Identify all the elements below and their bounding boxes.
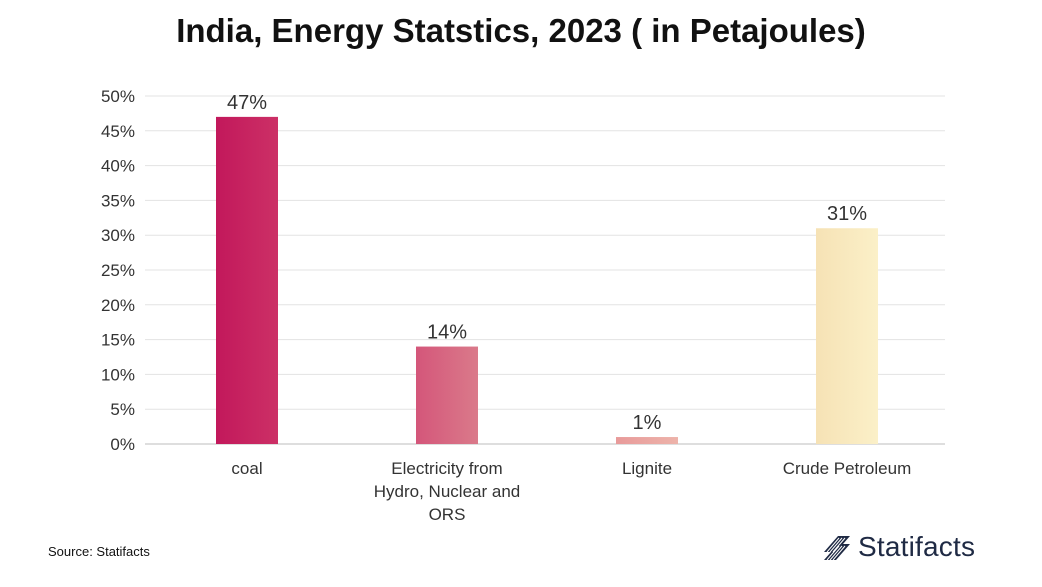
y-tick-label: 40% — [101, 157, 135, 176]
brand-name: Statifacts — [858, 531, 976, 562]
y-tick-label: 25% — [101, 261, 135, 280]
x-tick-label: Hydro, Nuclear and — [374, 482, 520, 501]
y-tick-label: 30% — [101, 226, 135, 245]
data-label: 1% — [633, 412, 662, 434]
bar — [616, 437, 678, 444]
brand-logo: Statifacts — [822, 529, 975, 565]
y-tick-label: 20% — [101, 296, 135, 315]
y-tick-label: 5% — [110, 400, 135, 419]
y-tick-label: 0% — [110, 435, 135, 454]
statifacts-logo-icon — [822, 532, 852, 562]
bar — [816, 228, 878, 444]
x-tick-label: ORS — [429, 505, 466, 524]
x-tick-label: Lignite — [622, 459, 672, 478]
y-tick-label: 35% — [101, 191, 135, 210]
x-tick-label: Crude Petroleum — [783, 459, 912, 478]
chart-title: India, Energy Statstics, 2023 ( in Petaj… — [176, 12, 866, 49]
data-label: 31% — [827, 203, 867, 225]
y-tick-label: 15% — [101, 331, 135, 350]
source-note: Source: Statifacts — [48, 544, 150, 559]
y-tick-label: 45% — [101, 122, 135, 141]
x-tick-label: coal — [231, 459, 262, 478]
bar — [416, 346, 478, 444]
y-tick-label: 10% — [101, 365, 135, 384]
x-tick-label: Electricity from — [391, 459, 502, 478]
y-tick-label: 50% — [101, 87, 135, 106]
data-label: 47% — [227, 92, 267, 114]
bar — [216, 116, 278, 444]
data-label: 14% — [427, 322, 467, 344]
